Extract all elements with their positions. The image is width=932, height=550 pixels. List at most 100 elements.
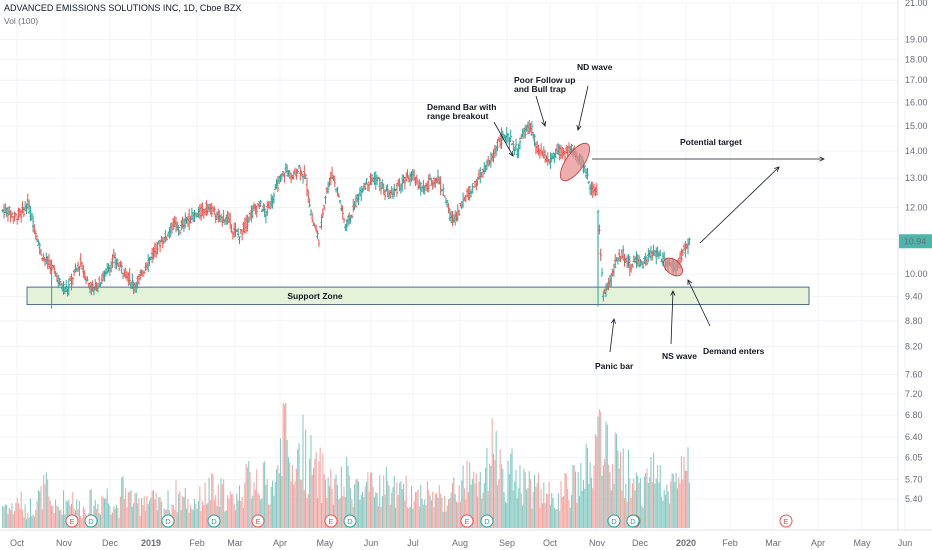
volume-bar: [36, 501, 38, 528]
volume-bar: [250, 498, 252, 528]
dividend-marker[interactable]: [480, 514, 494, 528]
volume-bar: [156, 510, 158, 528]
volume-bar: [414, 491, 416, 528]
volume-bar: [577, 471, 579, 528]
volume-bar: [145, 510, 147, 528]
volume-bar: [672, 474, 674, 528]
volume-bar: [596, 436, 598, 528]
volume-bar: [297, 448, 299, 528]
volume-bar: [495, 430, 497, 528]
volume-bar: [556, 509, 558, 528]
volume-bar: [576, 502, 578, 528]
volume-bar: [342, 496, 344, 528]
volume-bar: [684, 470, 686, 528]
volume-bar: [661, 496, 663, 528]
volume-bar: [683, 456, 685, 528]
volume-bar: [522, 505, 524, 528]
event-marker-label: E: [464, 517, 469, 526]
volume-bar: [98, 513, 100, 528]
volume-bar: [467, 492, 469, 528]
volume-bar: [474, 483, 476, 528]
volume-bar: [392, 487, 394, 528]
volume-bar: [148, 500, 151, 528]
poor-follow-label-2: and Bull trap: [514, 84, 566, 94]
volume-bar: [440, 493, 442, 528]
volume-bar: [334, 478, 336, 528]
volume-bar: [310, 435, 312, 528]
earnings-marker[interactable]: [460, 514, 474, 528]
price-tick-label: 5.70: [905, 474, 923, 484]
volume-bar: [276, 469, 278, 528]
volume-bar: [313, 467, 315, 528]
volume-bar: [553, 507, 555, 528]
volume-bar: [355, 479, 357, 528]
volume-bar: [477, 496, 479, 528]
volume-bar: [401, 488, 403, 528]
volume-bar: [519, 465, 521, 528]
volume-bar: [76, 499, 78, 528]
volume-bar: [465, 499, 467, 528]
volume-bar: [197, 501, 200, 528]
volume-bar: [39, 491, 41, 528]
volume-bar: [35, 509, 37, 528]
demand-enters-arrow-head: [687, 279, 693, 286]
volume-bar: [150, 497, 152, 528]
price-tick-label: 9.40: [905, 292, 923, 302]
earnings-marker[interactable]: [65, 514, 79, 528]
volume-bar: [351, 499, 353, 528]
volume-bar: [285, 403, 287, 528]
volume-bar: [135, 492, 137, 528]
volume-bar: [51, 506, 53, 528]
volume-bar: [528, 471, 530, 528]
volume-bar: [201, 501, 203, 528]
volume-bar: [350, 488, 352, 528]
dividend-marker[interactable]: [84, 514, 98, 528]
earnings-marker[interactable]: [324, 514, 338, 528]
price-tick-label: 12.00: [905, 202, 928, 212]
dividend-marker[interactable]: [161, 514, 175, 528]
volume-bar: [18, 503, 20, 528]
earnings-marker[interactable]: [779, 514, 793, 528]
volume-bar: [625, 483, 627, 528]
volume-bar: [410, 486, 413, 528]
volume-bar: [434, 494, 436, 528]
dividend-marker[interactable]: [343, 514, 357, 528]
volume-bar: [499, 449, 501, 528]
volume-bar: [309, 458, 311, 528]
volume-bar: [466, 460, 468, 528]
volume-bar: [212, 474, 214, 528]
volume-bar: [487, 490, 489, 528]
volume-bar: [363, 497, 365, 528]
volume-bar: [195, 504, 197, 528]
volume-bar: [324, 479, 327, 528]
volume-bar: [453, 477, 455, 528]
volume-bar: [64, 514, 66, 528]
volume-bar: [245, 463, 247, 528]
volume-bar: [457, 502, 459, 528]
volume-bar: [393, 476, 395, 528]
volume-bar: [676, 488, 678, 528]
volume-indicator-label[interactable]: Vol (100): [4, 16, 38, 26]
volume-bar: [446, 505, 448, 528]
volume-bar: [578, 496, 581, 528]
dividend-marker[interactable]: [607, 514, 621, 528]
dividend-marker[interactable]: [207, 514, 221, 528]
volume-bar: [348, 475, 350, 528]
time-tick-label: Feb: [722, 538, 738, 548]
earnings-marker[interactable]: [251, 514, 265, 528]
volume-bar: [454, 494, 456, 528]
volume-bar: [612, 464, 614, 528]
time-tick-label: Dec: [632, 538, 649, 548]
dividend-marker[interactable]: [626, 514, 640, 528]
volume-bar: [572, 465, 574, 528]
volume-bars: [2, 403, 690, 528]
price-tick-label: 7.60: [905, 369, 923, 379]
ns-wave-label: NS wave: [662, 351, 697, 361]
volume-bar: [244, 482, 246, 528]
time-tick-label: Jul: [407, 538, 419, 548]
volume-bar: [186, 508, 188, 528]
volume-bar: [490, 465, 492, 528]
volume-bar: [631, 483, 633, 528]
